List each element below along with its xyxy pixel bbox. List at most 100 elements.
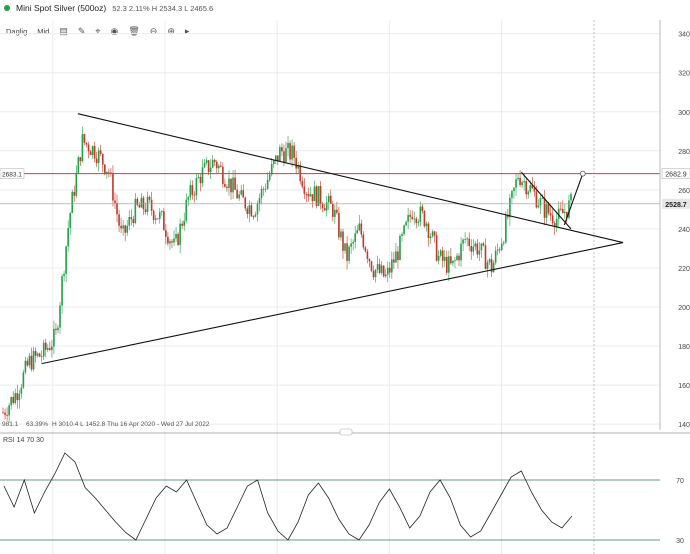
pen-icon[interactable]: ✎ <box>77 25 86 36</box>
candle-body <box>220 165 222 167</box>
candle-body <box>46 348 49 350</box>
candle-body <box>340 231 342 238</box>
candle-body <box>344 243 346 251</box>
info-hl: H 3010.4 L 1452.8 <box>52 421 106 428</box>
candle-body <box>321 204 324 209</box>
candle-body <box>14 393 17 404</box>
candle-body <box>132 219 135 223</box>
candle-body <box>511 190 513 198</box>
candle-body <box>393 259 395 263</box>
candle-body <box>456 255 458 260</box>
candle-body <box>305 193 308 195</box>
candle-body <box>171 241 173 243</box>
candle-body <box>413 218 416 220</box>
candle-body <box>244 197 247 209</box>
info-range: Thu 16 Apr 2020 - Wed 27 Jul 2022 <box>107 421 210 428</box>
candle-body <box>67 228 69 247</box>
candle-body <box>315 186 318 206</box>
period-button[interactable]: Daglig <box>6 26 28 36</box>
candle-body <box>329 195 332 204</box>
trendline <box>520 171 572 230</box>
candle-body <box>160 211 163 213</box>
candle-body <box>262 188 265 190</box>
candle-body <box>368 259 371 262</box>
candle-body <box>559 208 562 210</box>
candle-body <box>201 167 204 184</box>
candle-body <box>378 264 381 273</box>
candle-body <box>472 246 475 252</box>
candle-body <box>240 190 243 195</box>
candle-body <box>537 205 540 208</box>
candle-body <box>279 147 281 162</box>
candle-body <box>376 264 379 270</box>
candle-body <box>8 405 10 416</box>
candle-body <box>342 231 344 251</box>
candle-body <box>75 172 78 196</box>
candle-body <box>165 230 167 237</box>
candle-body <box>570 193 572 201</box>
instrument-stats: 52.3 2.11% H 2534.3 L 2465.6 <box>112 3 214 13</box>
candle-body <box>148 196 151 200</box>
zoom-out-icon[interactable]: ⊖ <box>149 25 158 36</box>
candle-body <box>85 142 88 145</box>
candle-body <box>256 203 259 215</box>
candle-body <box>189 185 192 198</box>
crosshair-icon[interactable]: ⌖ <box>95 25 101 36</box>
candle-body <box>478 250 481 255</box>
y-tick-label: 2600 <box>678 188 690 195</box>
candle-body <box>270 164 273 175</box>
candle-body <box>462 239 464 244</box>
candle-body <box>297 164 300 169</box>
candle-body <box>232 177 234 193</box>
candle-body <box>549 213 552 216</box>
candle-body <box>199 177 202 184</box>
candle-body <box>562 209 564 214</box>
chart-type-button[interactable]: Mid <box>37 26 50 36</box>
candle-body <box>285 148 287 163</box>
candle-body <box>26 360 29 366</box>
candle-body <box>12 397 15 404</box>
candle-body <box>10 397 12 406</box>
candle-body <box>136 198 139 205</box>
candle-body <box>474 243 477 247</box>
candle-body <box>250 205 253 217</box>
candle-body <box>126 225 129 233</box>
candle-body <box>437 255 440 261</box>
candle-body <box>452 260 454 264</box>
delete-icon[interactable]: 🗑 <box>128 25 140 36</box>
candle-body <box>374 269 377 278</box>
candle-body <box>476 243 479 255</box>
candle-body <box>527 191 530 195</box>
candle-body <box>16 393 19 401</box>
candle-body <box>55 328 57 331</box>
candle-body <box>350 243 352 247</box>
candle-body <box>36 353 39 356</box>
candle-body <box>399 235 401 261</box>
candle-body <box>484 245 487 270</box>
candle-body <box>140 197 143 208</box>
candle-body <box>443 256 446 261</box>
candle-body <box>496 249 499 251</box>
candle-body <box>568 200 570 218</box>
forward-icon[interactable]: ▸ <box>184 25 190 36</box>
y-tick-label: 2200 <box>678 266 690 273</box>
candle-body <box>539 198 542 206</box>
candle-body <box>120 225 122 229</box>
candle-body <box>551 215 554 224</box>
y-tick-label: 1600 <box>678 383 690 390</box>
candle-body <box>163 211 165 231</box>
candle-body <box>423 211 426 227</box>
candle-body <box>317 186 320 206</box>
candle-body <box>2 412 4 414</box>
zoom-in-icon[interactable]: ⊕ <box>167 25 175 36</box>
candle-body <box>59 305 61 328</box>
candle-body <box>287 143 289 149</box>
candle-body <box>222 166 224 184</box>
candle-body <box>541 198 544 199</box>
candle-body <box>215 161 218 169</box>
candle-body <box>112 173 114 201</box>
eye-icon[interactable]: ◉ <box>110 25 119 36</box>
calendar-icon[interactable]: ▤ <box>59 25 68 36</box>
candle-body <box>93 146 96 159</box>
